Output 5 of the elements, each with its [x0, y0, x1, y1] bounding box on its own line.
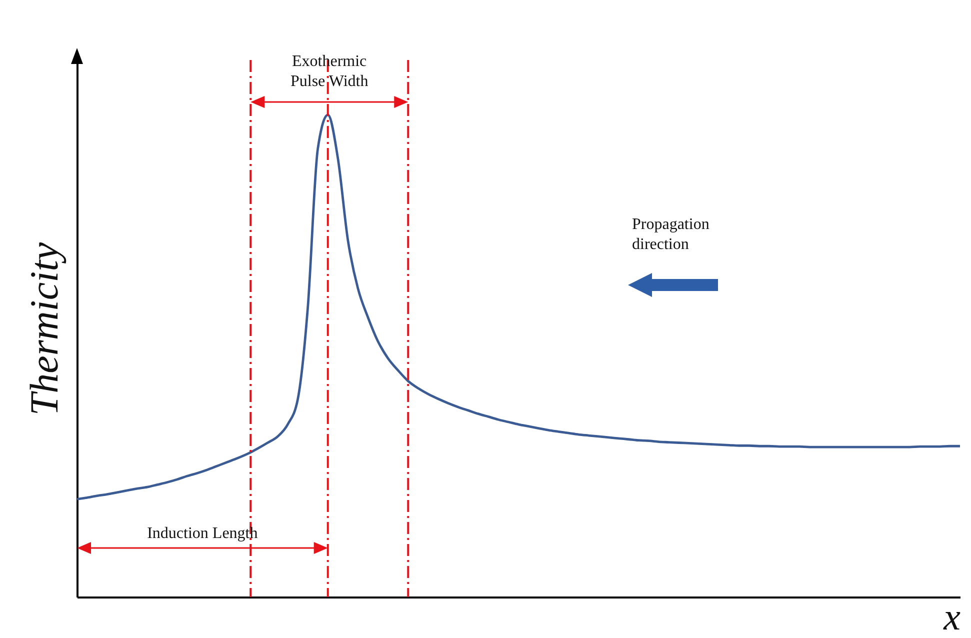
- x-axis-title: x: [942, 596, 961, 638]
- y-axis-title: Thermicity: [22, 242, 66, 416]
- text: Exothermic Pulse Width: [289, 52, 370, 92]
- annotation: Induction Length: [146, 524, 259, 544]
- annotation: Propagation direction: [632, 215, 710, 255]
